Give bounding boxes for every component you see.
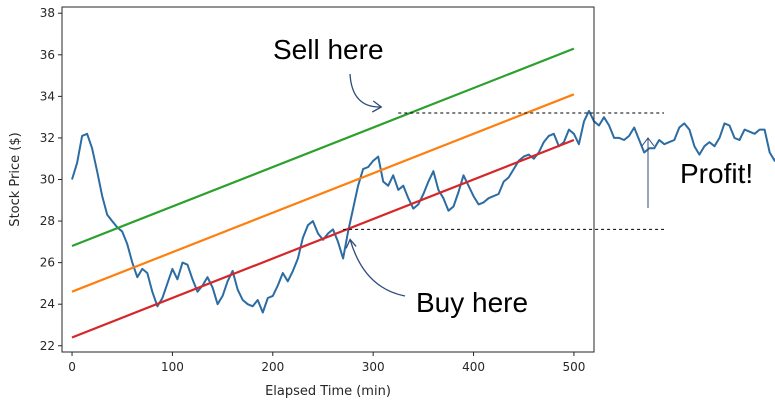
profit-arrowhead-icon <box>641 137 655 147</box>
buy-here-label: Buy here <box>416 287 528 318</box>
x-tick-label: 400 <box>462 360 485 374</box>
sell-arrowhead-icon <box>371 100 383 113</box>
y-tick-label: 32 <box>40 131 55 145</box>
buy-arrow-icon <box>349 239 406 297</box>
sell-arrow-icon <box>349 73 382 108</box>
x-axis-ticks: 0 100 200 300 400 500 <box>68 352 585 374</box>
series-line-2 <box>71 47 575 248</box>
y-tick-label: 26 <box>40 256 55 270</box>
x-tick-label: 500 <box>562 360 585 374</box>
buy-sell-dashed-lines <box>343 112 664 230</box>
x-tick-label: 200 <box>261 360 284 374</box>
y-axis-title: Stock Price ($) <box>8 132 23 226</box>
x-tick-label: 100 <box>161 360 184 374</box>
x-axis-title: Elapsed Time (min) <box>265 384 391 399</box>
x-tick-label: 0 <box>68 360 76 374</box>
sell-here-label: Sell here <box>273 34 384 65</box>
buy-arrowhead-icon <box>345 238 357 249</box>
y-tick-label: 24 <box>40 297 55 311</box>
series-line-1 <box>71 109 775 314</box>
series-line-3 <box>71 93 575 293</box>
y-axis-ticks: 22 24 26 28 30 32 34 36 38 <box>40 6 62 353</box>
series-line-4 <box>71 138 575 339</box>
y-tick-label: 28 <box>40 214 55 228</box>
y-tick-label: 22 <box>40 339 55 353</box>
x-tick-label: 300 <box>362 360 385 374</box>
y-tick-label: 36 <box>40 48 55 62</box>
plot-series <box>71 47 775 339</box>
profit-label: Profit! <box>680 158 753 189</box>
annotations: Sell here Buy here Profit! <box>273 34 753 318</box>
y-tick-label: 34 <box>40 89 55 103</box>
y-tick-label: 30 <box>40 173 55 187</box>
y-tick-label: 38 <box>40 6 55 20</box>
